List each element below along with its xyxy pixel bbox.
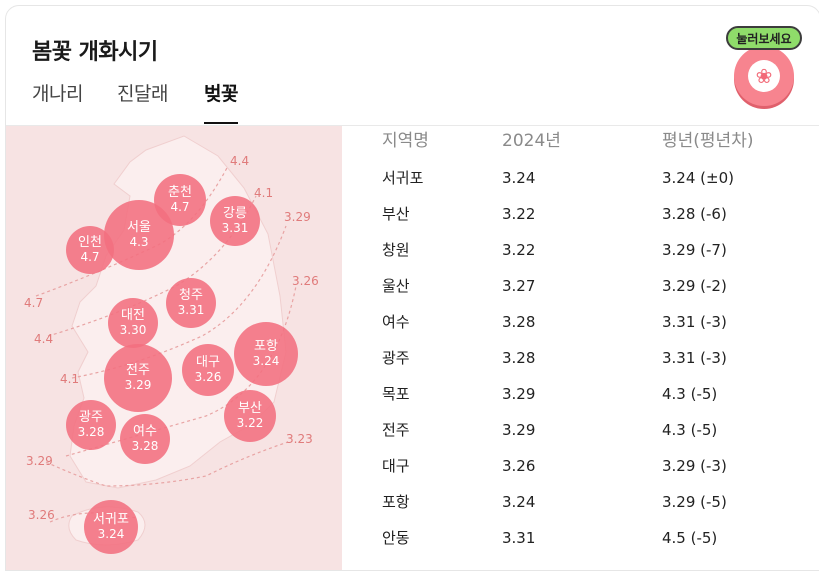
- bloom-table: 지역명 2024년 평년(평년차) 서귀포 3.24 3.24 (±0) 부산 …: [342, 126, 819, 570]
- cell-region: 서귀포: [382, 169, 424, 187]
- cell-normal: 3.31 (-3): [662, 313, 727, 331]
- city-marker-pohang[interactable]: 포항 3.24: [234, 322, 298, 386]
- isoline-label: 4.4: [230, 154, 250, 168]
- city-marker-chuncheon[interactable]: 춘천 4.7: [154, 174, 206, 226]
- cell-normal: 4.5 (-5): [662, 529, 718, 547]
- cell-region: 전주: [382, 421, 410, 439]
- bloom-card: 봄꽃 개화시기 개나리 진달래 벚꽃 눌러보세요 ❀ 4.4 4.1 3.29: [5, 5, 819, 571]
- cell-normal: 3.29 (-3): [662, 457, 727, 475]
- city-marker-incheon[interactable]: 인천 4.7: [66, 226, 114, 274]
- tab-forsythia[interactable]: 개나리: [32, 83, 83, 105]
- bloom-map: 4.4 4.1 3.29 3.26 4.7 4.4 4.1 3.23 3.29 …: [6, 126, 342, 570]
- cell-region: 안동: [382, 529, 410, 547]
- table-row: 여수 3.28 3.31 (-3): [342, 304, 819, 340]
- cell-2024: 3.26: [502, 457, 536, 475]
- cell-normal: 4.3 (-5): [662, 385, 718, 403]
- cell-2024: 3.24: [502, 169, 536, 187]
- cell-region: 울산: [382, 277, 410, 295]
- isoline-label: 3.29: [26, 454, 53, 468]
- city-marker-gangneung[interactable]: 강릉 3.31: [210, 196, 260, 246]
- cell-2024: 3.27: [502, 277, 536, 295]
- badge-circle: ❀: [734, 46, 794, 106]
- column-header-normal: 평년(평년차): [662, 131, 754, 151]
- table-row: 서귀포 3.24 3.24 (±0): [342, 160, 819, 196]
- isoline-label: 3.29: [284, 210, 311, 224]
- press-me-badge[interactable]: 눌러보세요 ❀: [724, 24, 810, 116]
- cell-normal: 3.24 (±0): [662, 169, 734, 187]
- table-row: 광주 3.28 3.31 (-3): [342, 340, 819, 376]
- cell-2024: 3.28: [502, 313, 536, 331]
- isoline-label: 4.4: [34, 332, 54, 346]
- table-row: 창원 3.22 3.29 (-7): [342, 232, 819, 268]
- tab-divider: [6, 125, 819, 126]
- cell-region: 목포: [382, 385, 410, 403]
- city-marker-gwangju[interactable]: 광주 3.28: [66, 400, 116, 450]
- table-row: 포항 3.24 3.29 (-5): [342, 484, 819, 520]
- city-marker-jeonju[interactable]: 전주 3.29: [104, 344, 172, 412]
- cell-normal: 3.31 (-3): [662, 349, 727, 367]
- cell-normal: 3.29 (-7): [662, 241, 727, 259]
- cell-2024: 3.29: [502, 385, 536, 403]
- cell-region: 여수: [382, 313, 410, 331]
- cell-region: 포항: [382, 493, 410, 511]
- cell-2024: 3.29: [502, 421, 536, 439]
- city-marker-seogwipo[interactable]: 서귀포 3.24: [84, 500, 138, 554]
- isoline-label: 3.26: [28, 508, 55, 522]
- cell-region: 대구: [382, 457, 410, 475]
- city-marker-seoul[interactable]: 서울 4.3: [104, 200, 174, 270]
- table-row: 안동 3.31 4.5 (-5): [342, 520, 819, 556]
- city-marker-daegu[interactable]: 대구 3.26: [182, 344, 234, 396]
- tab-cherry-blossom[interactable]: 벚꽃: [204, 80, 238, 124]
- table-row: 목포 3.29 4.3 (-5): [342, 376, 819, 412]
- cell-2024: 3.22: [502, 241, 536, 259]
- cell-region: 창원: [382, 241, 410, 259]
- table-row: 대구 3.26 3.29 (-3): [342, 448, 819, 484]
- table-row: 부산 3.22 3.28 (-6): [342, 196, 819, 232]
- cell-2024: 3.22: [502, 205, 536, 223]
- cell-2024: 3.31: [502, 529, 536, 547]
- isoline-label: 4.1: [60, 372, 80, 386]
- isoline-label: 3.23: [286, 432, 313, 446]
- cell-normal: 3.29 (-2): [662, 277, 727, 295]
- cell-2024: 3.24: [502, 493, 536, 511]
- cell-2024: 3.28: [502, 349, 536, 367]
- city-marker-busan[interactable]: 부산 3.22: [224, 390, 276, 442]
- cell-normal: 3.29 (-5): [662, 493, 727, 511]
- city-marker-cheongju[interactable]: 청주 3.31: [166, 278, 216, 328]
- badge-label: 눌러보세요: [726, 26, 802, 50]
- flower-icon: ❀: [748, 60, 780, 92]
- cell-region: 부산: [382, 205, 410, 223]
- isoline-label: 3.26: [292, 274, 319, 288]
- cell-region: 광주: [382, 349, 410, 367]
- city-marker-daejeon[interactable]: 대전 3.30: [108, 298, 158, 348]
- table-row: 전주 3.29 4.3 (-5): [342, 412, 819, 448]
- table-row: 울산 3.27 3.29 (-2): [342, 268, 819, 304]
- column-header-2024: 2024년: [502, 131, 561, 151]
- page-title: 봄꽃 개화시기: [32, 40, 158, 65]
- cell-normal: 3.28 (-6): [662, 205, 727, 223]
- column-header-region: 지역명: [382, 131, 429, 151]
- isoline-label: 4.7: [24, 296, 44, 310]
- isoline-label: 4.1: [254, 186, 274, 200]
- tab-azalea[interactable]: 진달래: [117, 83, 168, 105]
- cell-normal: 4.3 (-5): [662, 421, 718, 439]
- city-marker-yeosu[interactable]: 여수 3.28: [120, 414, 170, 464]
